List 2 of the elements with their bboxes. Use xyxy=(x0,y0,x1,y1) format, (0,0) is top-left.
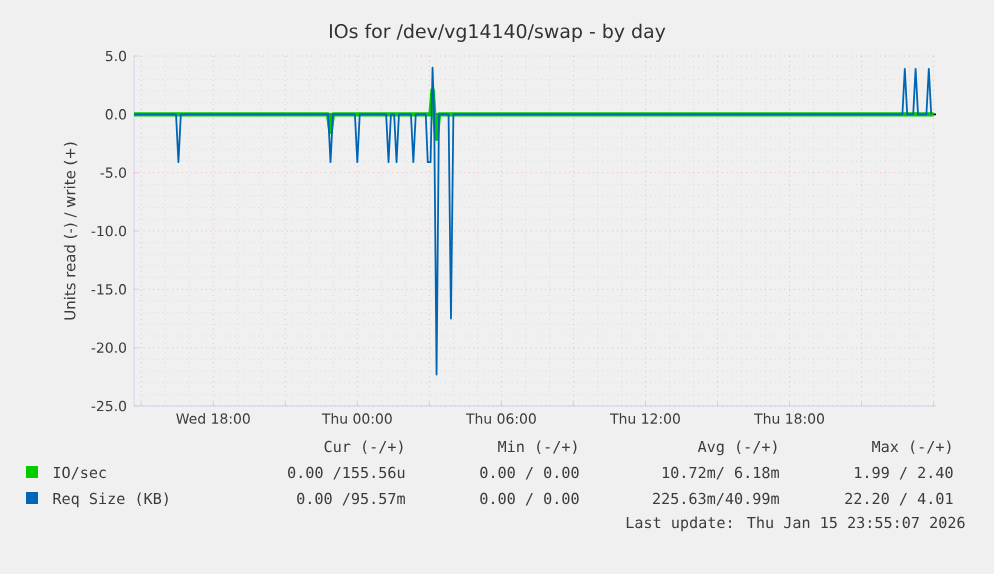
line-series xyxy=(133,66,933,376)
chart-title: IOs for /dev/vg14140/swap - by day xyxy=(330,23,666,42)
